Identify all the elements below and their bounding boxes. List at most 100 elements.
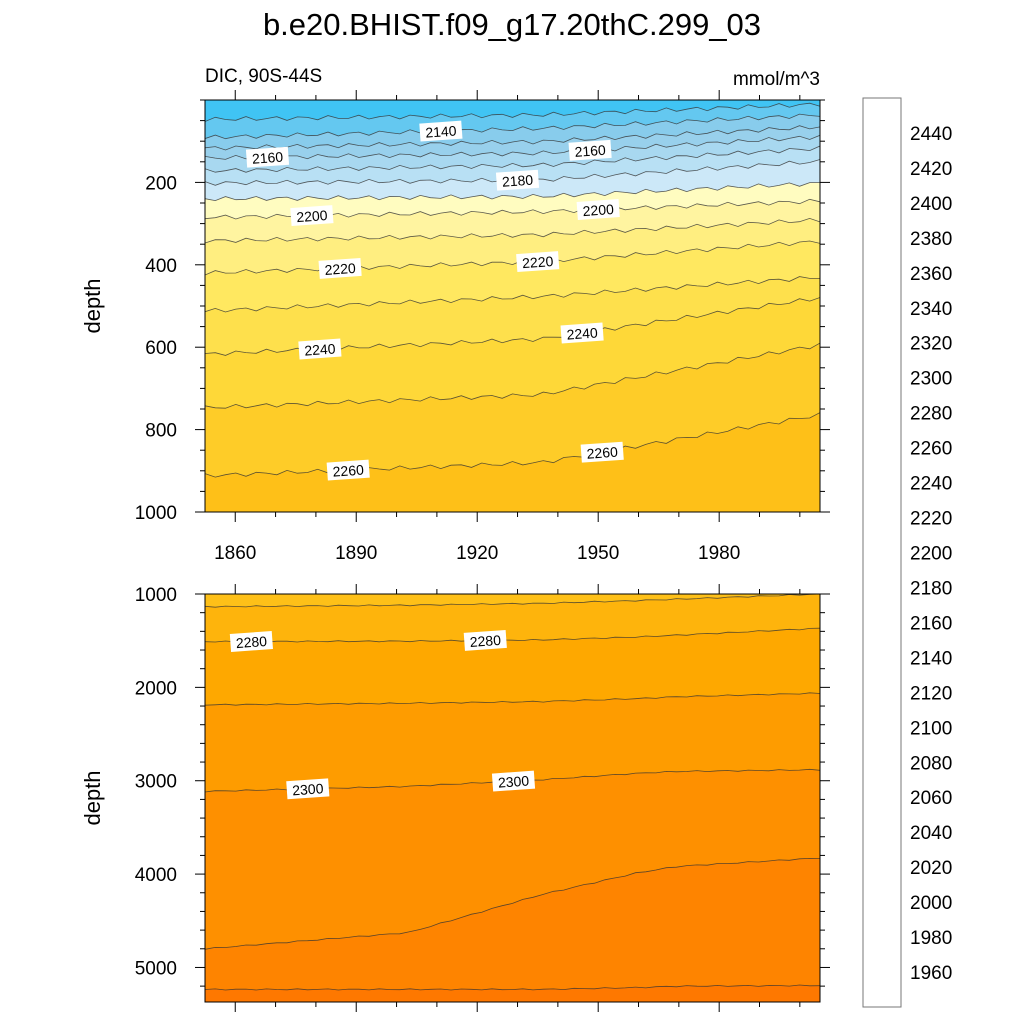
contour-label-bg	[318, 257, 362, 279]
colorbar-label: 2260	[910, 439, 952, 460]
y-tick-label: 600	[145, 338, 177, 359]
colorbar-label: 2060	[910, 788, 952, 809]
y-tick-label: 800	[145, 421, 177, 442]
contour-label: 2240	[560, 322, 604, 344]
contour-line-2130	[205, 102, 820, 122]
contour-label: 2280	[463, 629, 507, 651]
upper-panel: 2140 2160 2160 2180 2200 2200 2220 2220 2240 2240…	[80, 90, 830, 564]
contour-line-2290	[205, 692, 820, 706]
contour-line-2310	[205, 857, 820, 950]
contour-label-bg	[290, 205, 334, 227]
x-tick-label: 1920	[456, 543, 498, 564]
y-tick-label: 3000	[135, 772, 177, 793]
colorbar-label: 2400	[910, 194, 952, 215]
contour-label-bg	[419, 120, 463, 142]
contour-line-2270	[205, 594, 820, 608]
colorbar: 1960 1980 2000 2020 2040 2060 2080 2100 2120 2140…	[862, 97, 952, 1008]
contour-band	[205, 594, 820, 608]
colorbar-label: 1980	[910, 928, 952, 949]
x-tick-label: 1860	[214, 543, 256, 564]
colorbar-label: 2340	[910, 299, 952, 320]
contour-label: 2260	[326, 459, 370, 481]
plot-frame	[204, 593, 821, 1003]
subtitle-left: DIC, 90S-44S	[205, 66, 322, 87]
contour-line-2150	[205, 125, 820, 151]
contour-label-bg	[576, 199, 620, 220]
contour-label: 2260	[580, 441, 624, 463]
colorbar-label: 2020	[910, 858, 952, 879]
contour-line-2320	[205, 984, 820, 991]
contour-label-text: 2220	[324, 260, 356, 278]
contour-label: 2240	[298, 338, 342, 360]
colorbar-label: 2420	[910, 159, 952, 180]
contour-line-2210	[205, 217, 820, 244]
contour-label-bg	[491, 770, 536, 792]
colorbar-label: 1960	[910, 963, 952, 984]
y-tick-label: 1000	[135, 503, 177, 524]
contour-label-text: 2260	[332, 462, 364, 480]
colorbar-frame	[862, 97, 902, 1008]
lower-panel: 2280 2280 2300 2300 1000 2000 3000 4000 5000 dept…	[80, 584, 830, 1012]
contour-label-text: 2240	[304, 340, 336, 358]
y-axis-label: depth	[80, 770, 105, 825]
contour-label-bg	[245, 146, 290, 168]
y-axis-label: depth	[80, 278, 105, 333]
contour-label: 2200	[576, 199, 620, 220]
contour-label-text: 2160	[251, 149, 283, 167]
contour-line-2230	[205, 276, 820, 313]
contour-label-text: 2180	[501, 172, 533, 190]
contour-label-text: 2200	[296, 207, 328, 225]
colorbar-label: 2200	[910, 544, 952, 565]
contour-band	[205, 100, 820, 122]
colorbar-label: 2140	[910, 648, 952, 669]
colorbar-label: 2120	[910, 683, 952, 704]
colorbar-label: 2100	[910, 718, 952, 739]
contour-line-2140	[205, 113, 820, 140]
colorbar-label: 2280	[910, 404, 952, 425]
contour-label: 2220	[318, 257, 362, 279]
colorbar-label: 2000	[910, 893, 952, 914]
colorbar-label: 2360	[910, 264, 952, 285]
subtitle-right: mmol/m^3	[733, 69, 820, 90]
contour-label-text: 2300	[292, 780, 324, 798]
contour-label-bg	[229, 631, 273, 652]
x-tick-label: 1890	[335, 543, 377, 564]
y-tick-label: 5000	[135, 958, 177, 979]
colorbar-label: 2080	[910, 753, 952, 774]
contour-label-text: 2160	[574, 142, 606, 160]
contour-label-text: 2200	[582, 201, 614, 219]
x-tick-label: 1980	[698, 543, 740, 564]
contour-label-bg	[580, 441, 624, 463]
contour-label: 2180	[495, 169, 540, 191]
contour-label-bg	[495, 169, 540, 191]
colorbar-label: 2220	[910, 509, 952, 530]
colorbar-label: 2180	[910, 579, 952, 600]
colorbar-label: 2040	[910, 823, 952, 844]
colorbar-label: 2300	[910, 369, 952, 390]
contour-label-bg	[326, 459, 370, 481]
contour-label: 2160	[568, 139, 612, 161]
contour-label-text: 2220	[522, 253, 554, 271]
contour-label: 2140	[419, 120, 463, 142]
contour-line-2250	[205, 342, 820, 409]
y-tick-label: 1000	[135, 585, 177, 606]
contour-label: 2280	[229, 631, 273, 652]
contour-label-text: 2280	[469, 632, 501, 650]
y-tick-label: 400	[145, 256, 177, 277]
contour-label-bg	[560, 322, 604, 344]
contour-label-bg	[298, 338, 342, 360]
contour-label-bg	[516, 251, 560, 273]
x-tick-label: 1950	[577, 543, 619, 564]
contour-line-2160	[205, 134, 820, 160]
contour-label-text: 2300	[497, 773, 529, 791]
contour-label: 2300	[286, 778, 330, 800]
contour-label: 2160	[245, 146, 290, 168]
contour-fills	[205, 100, 820, 512]
colorbar-label: 2320	[910, 334, 952, 355]
contour-line-2280	[205, 627, 820, 643]
contour-label-bg	[286, 778, 330, 800]
colorbar-label: 2160	[910, 613, 952, 634]
contour-label-text: 2140	[425, 123, 457, 141]
